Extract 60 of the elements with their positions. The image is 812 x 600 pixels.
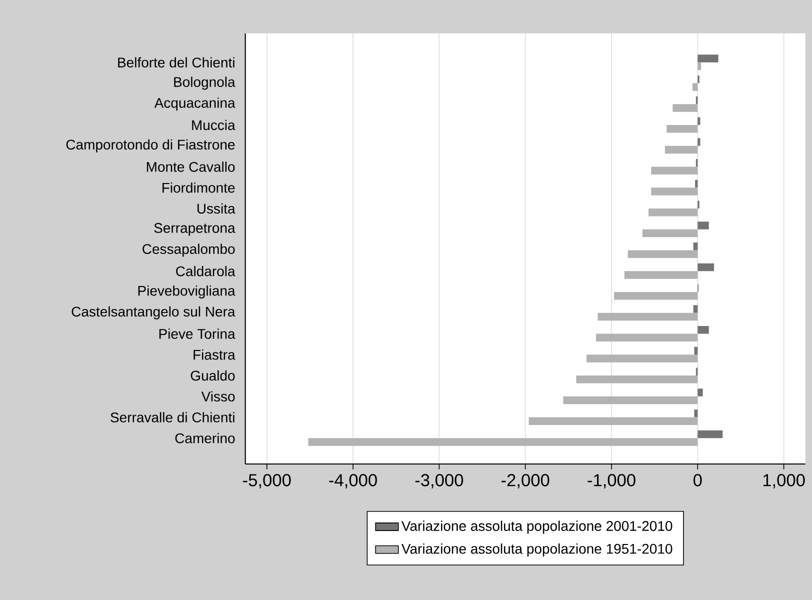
y-tick-label: Serravalle di Chienti — [110, 412, 234, 422]
x-tick-label: -3,000 — [415, 474, 464, 488]
y-tick-label: Monte Cavallo — [146, 162, 235, 172]
x-tick-label: 1,000 — [763, 474, 805, 488]
bar — [698, 388, 703, 396]
legend-label: Variazione assoluta popolazione 1951-2010 — [401, 543, 672, 557]
y-tick-label: Bolognola — [174, 76, 236, 90]
bar — [698, 263, 714, 272]
bar — [642, 229, 698, 238]
bar — [698, 222, 709, 230]
bar — [698, 326, 709, 334]
x-tick-label: -5,000 — [243, 474, 291, 488]
bar — [672, 104, 698, 112]
bar — [576, 375, 698, 384]
bar — [666, 124, 698, 133]
bar — [694, 410, 698, 418]
bar — [692, 83, 698, 91]
y-tick-label: Acquacanina — [154, 98, 236, 111]
bar — [624, 271, 698, 279]
bar — [614, 292, 698, 300]
bar — [693, 305, 698, 313]
y-tick-label: Serrapetrona — [154, 223, 236, 236]
y-tick-label: Fiordimonte — [162, 182, 235, 193]
x-tick-label: -4,000 — [329, 474, 377, 488]
y-tick-label: Castelsantangelo sul Nera — [72, 306, 236, 320]
bar — [695, 180, 698, 188]
bar — [698, 117, 700, 125]
bar — [563, 396, 698, 404]
bar — [648, 208, 698, 216]
y-tick-label: Fiastra — [194, 349, 236, 360]
bar — [651, 166, 698, 174]
y-tick-label: Belforte del Chienti — [118, 57, 234, 68]
bar — [664, 146, 698, 154]
bar — [698, 138, 700, 146]
bar — [598, 312, 698, 321]
y-tick-label: Pieve Torina — [159, 328, 236, 339]
bar — [698, 62, 702, 70]
y-tick-label: Camerino — [175, 432, 235, 444]
bar — [586, 354, 698, 362]
bar — [308, 438, 698, 446]
bar — [528, 417, 698, 425]
bar — [596, 334, 698, 342]
bar — [698, 54, 718, 62]
y-tick-label: Caldarola — [176, 266, 236, 276]
y-tick-label: Muccia — [192, 120, 236, 130]
y-tick-label: Ussita — [197, 203, 236, 214]
y-tick-label: Pievebovigliana — [138, 285, 236, 299]
x-tick-label: 0 — [693, 474, 702, 486]
y-tick-label: Camporotondo di Fiastrone — [66, 139, 235, 152]
x-tick-label: -2,000 — [502, 474, 550, 488]
y-tick-label: Cessapalombo — [142, 244, 235, 257]
x-tick-label: -1,000 — [588, 474, 636, 488]
bar — [698, 430, 723, 438]
legend-label: Variazione assoluta popolazione 2001-2010 — [401, 520, 672, 534]
bar — [628, 250, 698, 258]
y-tick-label: Visso — [201, 391, 235, 402]
bar — [693, 242, 698, 250]
bar — [694, 346, 698, 355]
y-tick-label: Gualdo — [190, 370, 235, 381]
bar — [651, 188, 698, 196]
